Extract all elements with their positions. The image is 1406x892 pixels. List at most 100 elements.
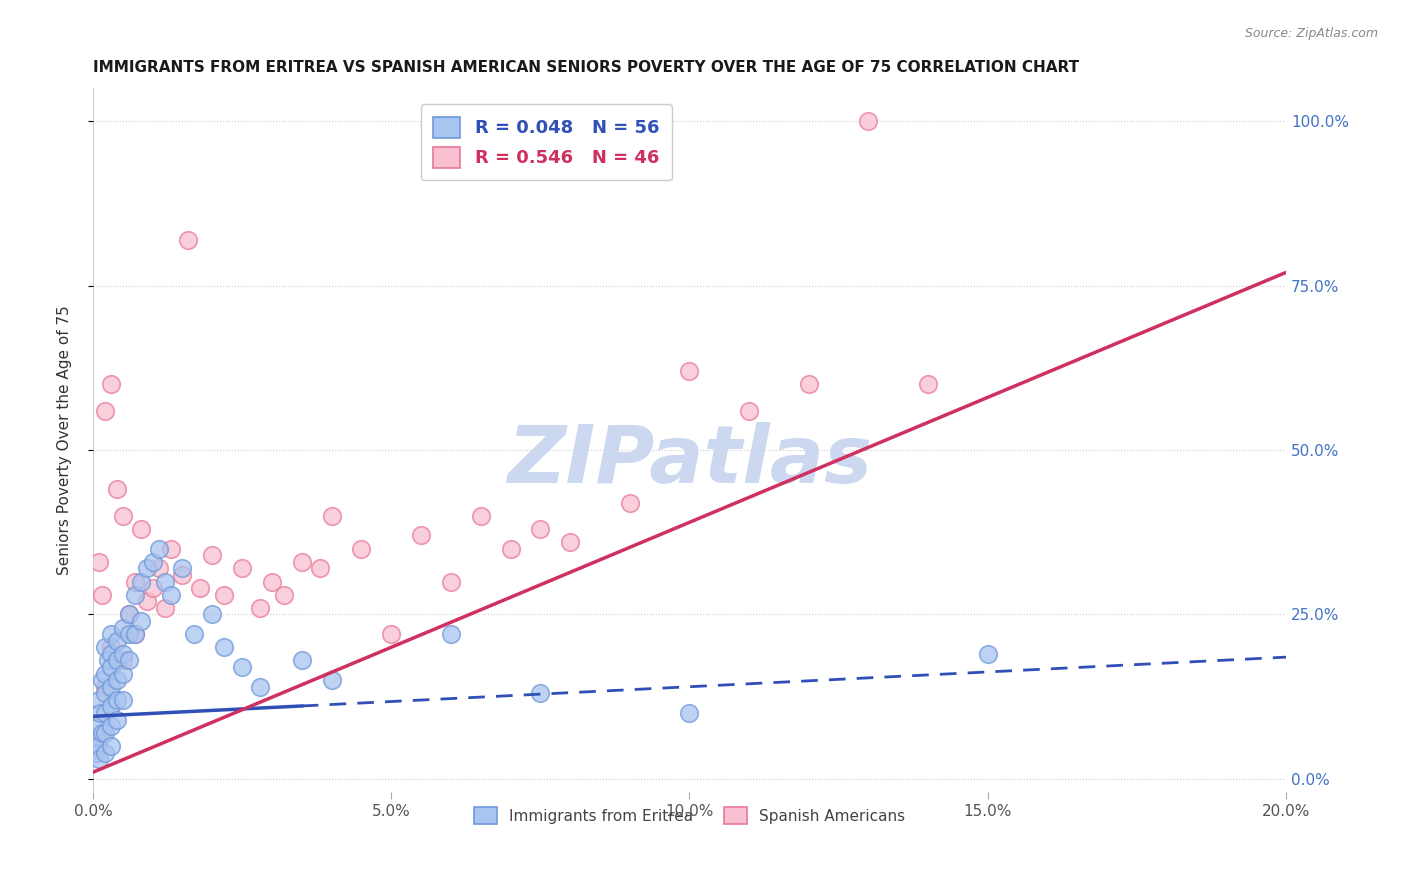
Point bbox=[118, 607, 141, 622]
Point bbox=[124, 627, 146, 641]
Point bbox=[94, 725, 117, 739]
Point bbox=[97, 653, 120, 667]
Point bbox=[87, 555, 110, 569]
Point bbox=[190, 581, 212, 595]
Point bbox=[91, 673, 114, 688]
Point bbox=[797, 377, 820, 392]
Point bbox=[977, 647, 1000, 661]
Point bbox=[148, 561, 170, 575]
Y-axis label: Seniors Poverty Over the Age of 75: Seniors Poverty Over the Age of 75 bbox=[58, 305, 72, 575]
Text: IMMIGRANTS FROM ERITREA VS SPANISH AMERICAN SENIORS POVERTY OVER THE AGE OF 75 C: IMMIGRANTS FROM ERITREA VS SPANISH AMERI… bbox=[93, 60, 1080, 75]
Point bbox=[111, 508, 134, 523]
Text: ZIPatlas: ZIPatlas bbox=[508, 422, 872, 500]
Point bbox=[201, 607, 224, 622]
Point bbox=[308, 561, 330, 575]
Point bbox=[91, 725, 114, 739]
Point bbox=[499, 541, 522, 556]
Point bbox=[94, 666, 117, 681]
Point bbox=[409, 528, 432, 542]
Point bbox=[94, 706, 117, 720]
Point bbox=[94, 686, 117, 700]
Point bbox=[560, 535, 582, 549]
Point bbox=[153, 574, 176, 589]
Point bbox=[201, 548, 224, 562]
Point bbox=[100, 627, 122, 641]
Point bbox=[142, 581, 165, 595]
Point bbox=[321, 673, 343, 688]
Point bbox=[84, 746, 107, 760]
Point bbox=[177, 233, 200, 247]
Point bbox=[738, 403, 761, 417]
Point bbox=[440, 627, 463, 641]
Point bbox=[105, 713, 128, 727]
Point bbox=[118, 653, 141, 667]
Point bbox=[858, 114, 880, 128]
Point bbox=[100, 719, 122, 733]
Point bbox=[678, 706, 700, 720]
Point bbox=[129, 574, 152, 589]
Point bbox=[350, 541, 373, 556]
Point bbox=[183, 627, 205, 641]
Point bbox=[100, 699, 122, 714]
Point bbox=[105, 673, 128, 688]
Point bbox=[142, 555, 165, 569]
Point bbox=[249, 680, 271, 694]
Point bbox=[111, 693, 134, 707]
Point bbox=[153, 600, 176, 615]
Point bbox=[291, 555, 314, 569]
Point bbox=[231, 561, 253, 575]
Point bbox=[84, 732, 107, 747]
Point bbox=[135, 561, 157, 575]
Point bbox=[440, 574, 463, 589]
Point bbox=[124, 588, 146, 602]
Point bbox=[100, 660, 122, 674]
Point bbox=[111, 653, 134, 667]
Point bbox=[94, 680, 117, 694]
Point bbox=[380, 627, 402, 641]
Point bbox=[159, 541, 181, 556]
Point bbox=[291, 653, 314, 667]
Point bbox=[124, 574, 146, 589]
Point bbox=[94, 746, 117, 760]
Point bbox=[89, 706, 111, 720]
Point bbox=[129, 522, 152, 536]
Point bbox=[159, 588, 181, 602]
Point bbox=[105, 693, 128, 707]
Legend: Immigrants from Eritrea, Spanish Americans: Immigrants from Eritrea, Spanish America… bbox=[465, 797, 914, 834]
Point bbox=[87, 752, 110, 766]
Point bbox=[135, 594, 157, 608]
Point bbox=[105, 483, 128, 497]
Point bbox=[87, 693, 110, 707]
Point bbox=[118, 627, 141, 641]
Point bbox=[87, 719, 110, 733]
Point bbox=[212, 640, 235, 655]
Point bbox=[111, 647, 134, 661]
Point bbox=[124, 627, 146, 641]
Point bbox=[94, 640, 117, 655]
Point bbox=[529, 686, 551, 700]
Point bbox=[212, 588, 235, 602]
Point bbox=[148, 541, 170, 556]
Point bbox=[231, 660, 253, 674]
Point bbox=[172, 561, 194, 575]
Point bbox=[94, 403, 117, 417]
Point bbox=[91, 588, 114, 602]
Point bbox=[470, 508, 492, 523]
Point bbox=[249, 600, 271, 615]
Point bbox=[260, 574, 283, 589]
Point bbox=[118, 607, 141, 622]
Point bbox=[84, 746, 107, 760]
Point bbox=[129, 614, 152, 628]
Point bbox=[273, 588, 295, 602]
Point bbox=[917, 377, 939, 392]
Point bbox=[678, 364, 700, 378]
Point bbox=[105, 653, 128, 667]
Point bbox=[172, 568, 194, 582]
Point bbox=[529, 522, 551, 536]
Point bbox=[321, 508, 343, 523]
Point bbox=[100, 680, 122, 694]
Point bbox=[87, 739, 110, 753]
Point bbox=[100, 647, 122, 661]
Point bbox=[100, 640, 122, 655]
Point bbox=[111, 621, 134, 635]
